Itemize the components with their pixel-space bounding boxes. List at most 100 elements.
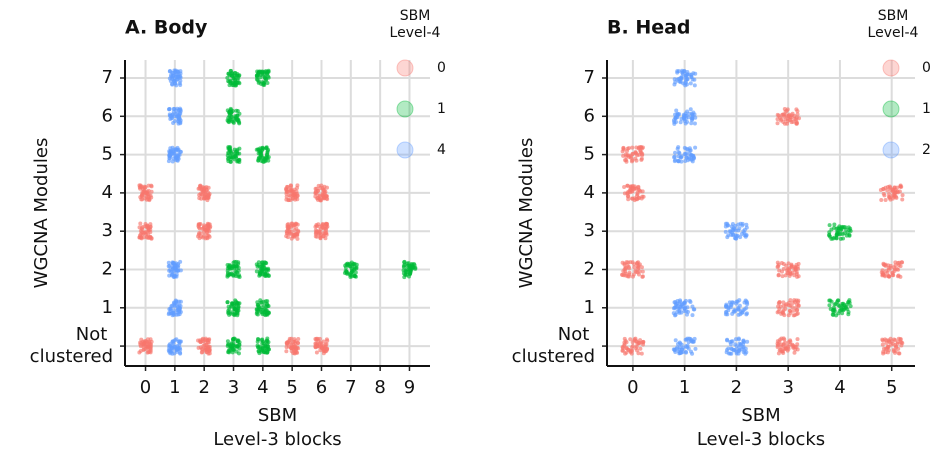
jitter-dot (167, 263, 172, 268)
jitter-dot (729, 346, 734, 351)
jitter-dot (170, 303, 175, 308)
legend-label: 0 (922, 60, 930, 76)
jitter-dot (729, 351, 734, 356)
jitter-dot (199, 350, 204, 355)
jitter-dot (641, 194, 646, 199)
jitter-dot (622, 267, 627, 272)
jitter-dot (834, 226, 839, 231)
jitter-dot (636, 195, 641, 200)
jitter-dot (785, 348, 790, 353)
jitter-dot (167, 343, 172, 348)
jitter-dot (288, 186, 293, 191)
jitter-dot (168, 307, 173, 312)
jitter-dot (325, 338, 330, 343)
jitter-dot (781, 120, 786, 125)
jitter-dot (673, 158, 678, 163)
jitter-dot (776, 304, 781, 309)
jitter-dot (321, 344, 326, 349)
jitter-dot (266, 69, 271, 74)
jitter-dot (786, 268, 791, 273)
jitter-dot (635, 190, 640, 195)
jitter-dot (236, 119, 241, 124)
point-cluster (878, 183, 905, 202)
jitter-dot (776, 301, 781, 306)
jitter-dot (149, 189, 154, 194)
jitter-dot (256, 263, 261, 268)
jitter-dot (177, 309, 182, 314)
legend-title: SBM (878, 8, 909, 24)
jitter-dot (295, 350, 300, 355)
jitter-dot (256, 260, 261, 265)
jitter-dot (725, 235, 730, 240)
jitter-dot (266, 273, 271, 278)
y-tick-label: 1 (102, 297, 113, 318)
jitter-dot (235, 113, 240, 118)
jitter-dot (675, 70, 680, 75)
jitter-dot (689, 349, 694, 354)
jitter-dot (236, 75, 241, 80)
point-cluster (620, 260, 645, 279)
jitter-dot (167, 106, 172, 111)
jitter-dot (170, 70, 175, 75)
y-tick-label: 3 (102, 220, 113, 241)
jitter-dot (176, 121, 181, 126)
jitter-dot (258, 298, 263, 303)
jitter-dot (791, 313, 796, 318)
jitter-dot (791, 343, 796, 348)
jitter-dot (776, 272, 781, 277)
jitter-dot (881, 349, 886, 354)
jitter-dot (682, 113, 687, 118)
jitter-dot (138, 342, 143, 347)
jitter-dot (149, 195, 154, 200)
legend-label: 1 (922, 101, 930, 117)
jitter-dot (205, 346, 210, 351)
jitter-dot (677, 151, 682, 156)
jitter-dot (352, 273, 357, 278)
jitter-dot (887, 192, 892, 197)
jitter-dot (622, 342, 627, 347)
jitter-dot (265, 80, 270, 85)
jitter-dot (324, 347, 329, 352)
point-cluster (254, 298, 271, 318)
jitter-dot (792, 267, 797, 272)
jitter-dot (795, 109, 800, 114)
jitter-dot (236, 338, 241, 343)
point-cluster (671, 336, 698, 356)
jitter-dot (895, 340, 900, 345)
jitter-dot (737, 348, 742, 353)
jitter-dot (689, 118, 694, 123)
jitter-dot (689, 121, 694, 126)
jitter-dot (791, 308, 796, 313)
legend-label: 1 (437, 101, 446, 117)
jitter-dot (838, 236, 843, 241)
jitter-dot (831, 236, 836, 241)
jitter-dot (741, 339, 746, 344)
jitter-dot (734, 351, 739, 356)
jitter-dot (313, 345, 318, 350)
jitter-dot (143, 190, 148, 195)
jitter-dot (148, 224, 153, 229)
jitter-dot (231, 264, 236, 269)
jitter-dot (259, 310, 264, 315)
jitter-dot (679, 154, 684, 159)
jitter-dot (775, 121, 780, 126)
point-cluster (166, 298, 183, 318)
jitter-dot (795, 347, 800, 352)
jitter-dot (678, 120, 683, 125)
jitter-dot (624, 346, 629, 351)
jitter-dot (289, 349, 294, 354)
jitter-dot (171, 266, 176, 271)
jitter-dot (317, 193, 322, 198)
jitter-dot (204, 185, 209, 190)
jitter-dot (176, 148, 181, 153)
jitter-dot (237, 275, 242, 280)
jitter-dot (640, 274, 645, 279)
jitter-dot (262, 349, 267, 354)
jitter-dot (623, 271, 628, 276)
jitter-dot (624, 159, 629, 164)
jitter-dot (146, 228, 151, 233)
y-tick-label: 4 (102, 182, 113, 203)
jitter-dot (677, 79, 682, 84)
jitter-dot (265, 312, 270, 317)
x-tick-label: 0 (140, 377, 151, 398)
